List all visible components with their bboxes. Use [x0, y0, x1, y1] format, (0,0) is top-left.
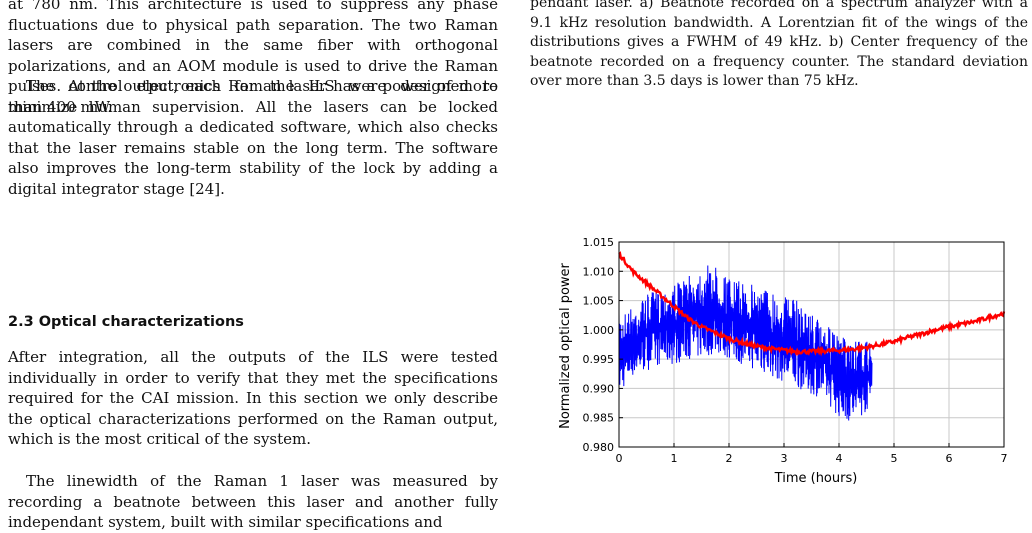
plot-frame — [618, 241, 1005, 448]
x-tick-label: 4 — [836, 452, 843, 465]
x-axis-label: Time (hours) — [774, 471, 858, 486]
y-axis-label: Normalized optical power — [558, 262, 573, 428]
x-tick-label: 3 — [781, 452, 788, 465]
y-tick-labels: 0.980 0.985 0.990 0.995 1.000 1.005 1.010 1.015 — [583, 236, 623, 454]
paragraph: The linewidth of the Raman 1 laser was m… — [8, 472, 498, 531]
red-series — [618, 251, 1006, 357]
power-chart: 0 1 2 3 4 5 6 7 0.980 0.985 0.990 0.995 1.000 1.005 1… — [558, 236, 1008, 486]
figure-caption: pendant laser. a) Beatnote recorded on a… — [530, 0, 1028, 89]
x-tick-label: 7 — [1001, 452, 1008, 465]
x-tick-label: 0 — [616, 452, 623, 465]
paragraph: After integration, all the outputs of th… — [8, 348, 498, 448]
x-tick-label: 6 — [946, 452, 953, 465]
paragraph: at 780 nm. This architecture is used to … — [8, 0, 498, 116]
y-tick-label: 1.000 — [583, 324, 615, 337]
y-tick-label: 0.995 — [583, 353, 615, 366]
x-tick-label: 5 — [891, 452, 898, 465]
x-tick-label: 1 — [671, 452, 678, 465]
y-tick-label: 1.010 — [583, 265, 615, 278]
section-heading: 2.3 Optical characterizations — [8, 314, 244, 330]
x-tick-label: 2 — [726, 452, 733, 465]
y-tick-label: 1.005 — [583, 295, 615, 308]
red-series-line — [618, 251, 1006, 357]
y-tick-label: 0.990 — [583, 382, 615, 395]
y-tick-label: 0.985 — [583, 412, 615, 425]
paragraph: The control electronics for the ILS were… — [8, 77, 498, 198]
x-tick-labels: 0 1 2 3 4 5 6 7 — [616, 443, 1008, 465]
y-tick-label: 0.980 — [583, 441, 615, 454]
y-tick-label: 1.015 — [583, 236, 615, 249]
